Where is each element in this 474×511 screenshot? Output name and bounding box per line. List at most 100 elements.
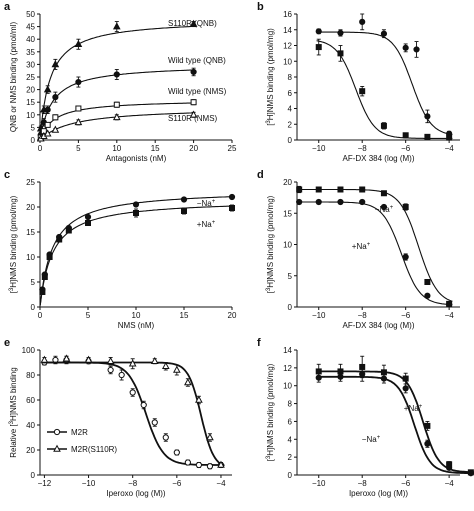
panel-label-c: c [4, 169, 10, 181]
x-tick-label: −12 [38, 479, 52, 488]
data-point [315, 44, 322, 51]
data-point [51, 125, 60, 133]
data-point [52, 114, 59, 121]
data-point [106, 356, 115, 365]
data-point [402, 385, 409, 392]
x-tick-label: −10 [312, 311, 326, 320]
y-tick-label: 15 [26, 98, 35, 107]
data-point [424, 279, 431, 285]
data-point [39, 289, 46, 295]
x-tick-label: 0 [38, 311, 43, 320]
data-point [184, 378, 192, 386]
x-tick-label: −4 [445, 479, 455, 488]
y-tick-label: 14 [283, 26, 292, 35]
y-tick-label: 0 [31, 136, 36, 145]
y-axis-label: [3H]NMS binding (pmol/mg) [266, 28, 275, 126]
data-point [112, 112, 121, 121]
x-tick-label: 20 [228, 311, 237, 320]
data-point [359, 198, 366, 206]
y-tick-label: 20 [26, 446, 35, 455]
data-point [140, 401, 147, 409]
y-tick-label: 15 [283, 209, 292, 218]
y-tick-label: 60 [26, 396, 35, 405]
data-point [181, 208, 187, 214]
data-point [229, 205, 235, 211]
y-axis-label: Relative [3H]NMS binding [9, 367, 18, 458]
data-point [402, 204, 409, 210]
y-tick-label: 0 [31, 471, 36, 480]
data-point [43, 129, 52, 137]
y-tick-label: 12 [283, 364, 292, 373]
y-tick-label: 4 [288, 435, 293, 444]
y-tick-label: 50 [26, 10, 35, 19]
x-tick-label: −6 [172, 479, 182, 488]
data-point [424, 422, 431, 429]
y-tick-label: 6 [288, 89, 293, 98]
data-point [195, 395, 203, 403]
data-point [74, 39, 83, 48]
data-point [359, 18, 366, 25]
y-tick-label: 35 [26, 48, 35, 57]
data-point [228, 193, 236, 201]
y-axis-label: QNB or NMS binding (pmol/ml) [9, 22, 18, 133]
data-point [132, 201, 140, 208]
x-axis-label: NMS (nM) [118, 321, 155, 330]
data-point [75, 105, 82, 112]
y-tick-label: 40 [26, 35, 35, 44]
fit-curve [316, 375, 474, 475]
panel-label-d: d [257, 169, 264, 181]
panel-c: c 0 5 10 15 20 0 5 10 15 20 25 NMS (nM) [3H]NMS bindi… [4, 169, 237, 330]
y-tick-label: 15 [26, 228, 35, 237]
series-c-1 [39, 204, 235, 306]
data-point [128, 359, 137, 367]
y-tick-label: 6 [288, 417, 293, 426]
data-point [85, 220, 91, 226]
data-point [161, 361, 170, 370]
x-tick-label: −8 [128, 479, 138, 488]
panel-e: e −12 −10 −8 −6 −4 0 20 40 60 80 100 Iperoxo (log (M… [4, 337, 232, 498]
data-point [65, 227, 72, 234]
x-tick-label: −8 [358, 479, 368, 488]
x-tick-label: 20 [189, 144, 198, 153]
legend-marker [53, 428, 61, 436]
data-point [296, 186, 303, 193]
annotation-label: −Na+ [362, 435, 381, 444]
series-e-0 [41, 355, 225, 470]
series-f-1 [315, 366, 474, 477]
data-point [133, 210, 139, 216]
data-point [190, 68, 197, 76]
annotation-label: Wild type (NMS) [168, 87, 227, 96]
annotation-label: +Na+ [197, 220, 216, 229]
y-tick-label: 12 [283, 42, 292, 51]
data-point [180, 196, 188, 203]
data-point [402, 375, 409, 382]
data-point [107, 366, 114, 374]
x-tick-label: −10 [312, 144, 326, 153]
data-point [113, 71, 120, 78]
x-tick-label: −8 [358, 144, 368, 153]
legend-entry: M2R(S110R) [47, 444, 117, 454]
data-point [337, 186, 344, 193]
fit-curve [297, 188, 453, 302]
y-axis-label: [3H]NMS binding (pmol/mg) [266, 363, 275, 461]
fit-curve [316, 370, 474, 474]
data-point [359, 186, 366, 193]
y-tick-label: 16 [283, 10, 292, 19]
x-tick-label: −6 [401, 144, 411, 153]
fit-curve [297, 201, 453, 306]
data-point [195, 461, 202, 469]
data-point [315, 374, 322, 381]
data-point [217, 460, 225, 468]
data-point [184, 459, 191, 466]
y-tick-label: 14 [283, 346, 292, 355]
x-axis-label: Iperoxo (log (M)) [349, 489, 408, 498]
data-point [173, 449, 180, 456]
panel-label-f: f [257, 337, 261, 349]
legend-marker [53, 444, 61, 452]
data-point [467, 470, 474, 477]
y-tick-label: 5 [288, 272, 293, 281]
data-point [359, 371, 366, 378]
y-axis-label: [3H]NMS binding (pmol/mg) [9, 195, 18, 293]
x-tick-label: 10 [132, 311, 141, 320]
